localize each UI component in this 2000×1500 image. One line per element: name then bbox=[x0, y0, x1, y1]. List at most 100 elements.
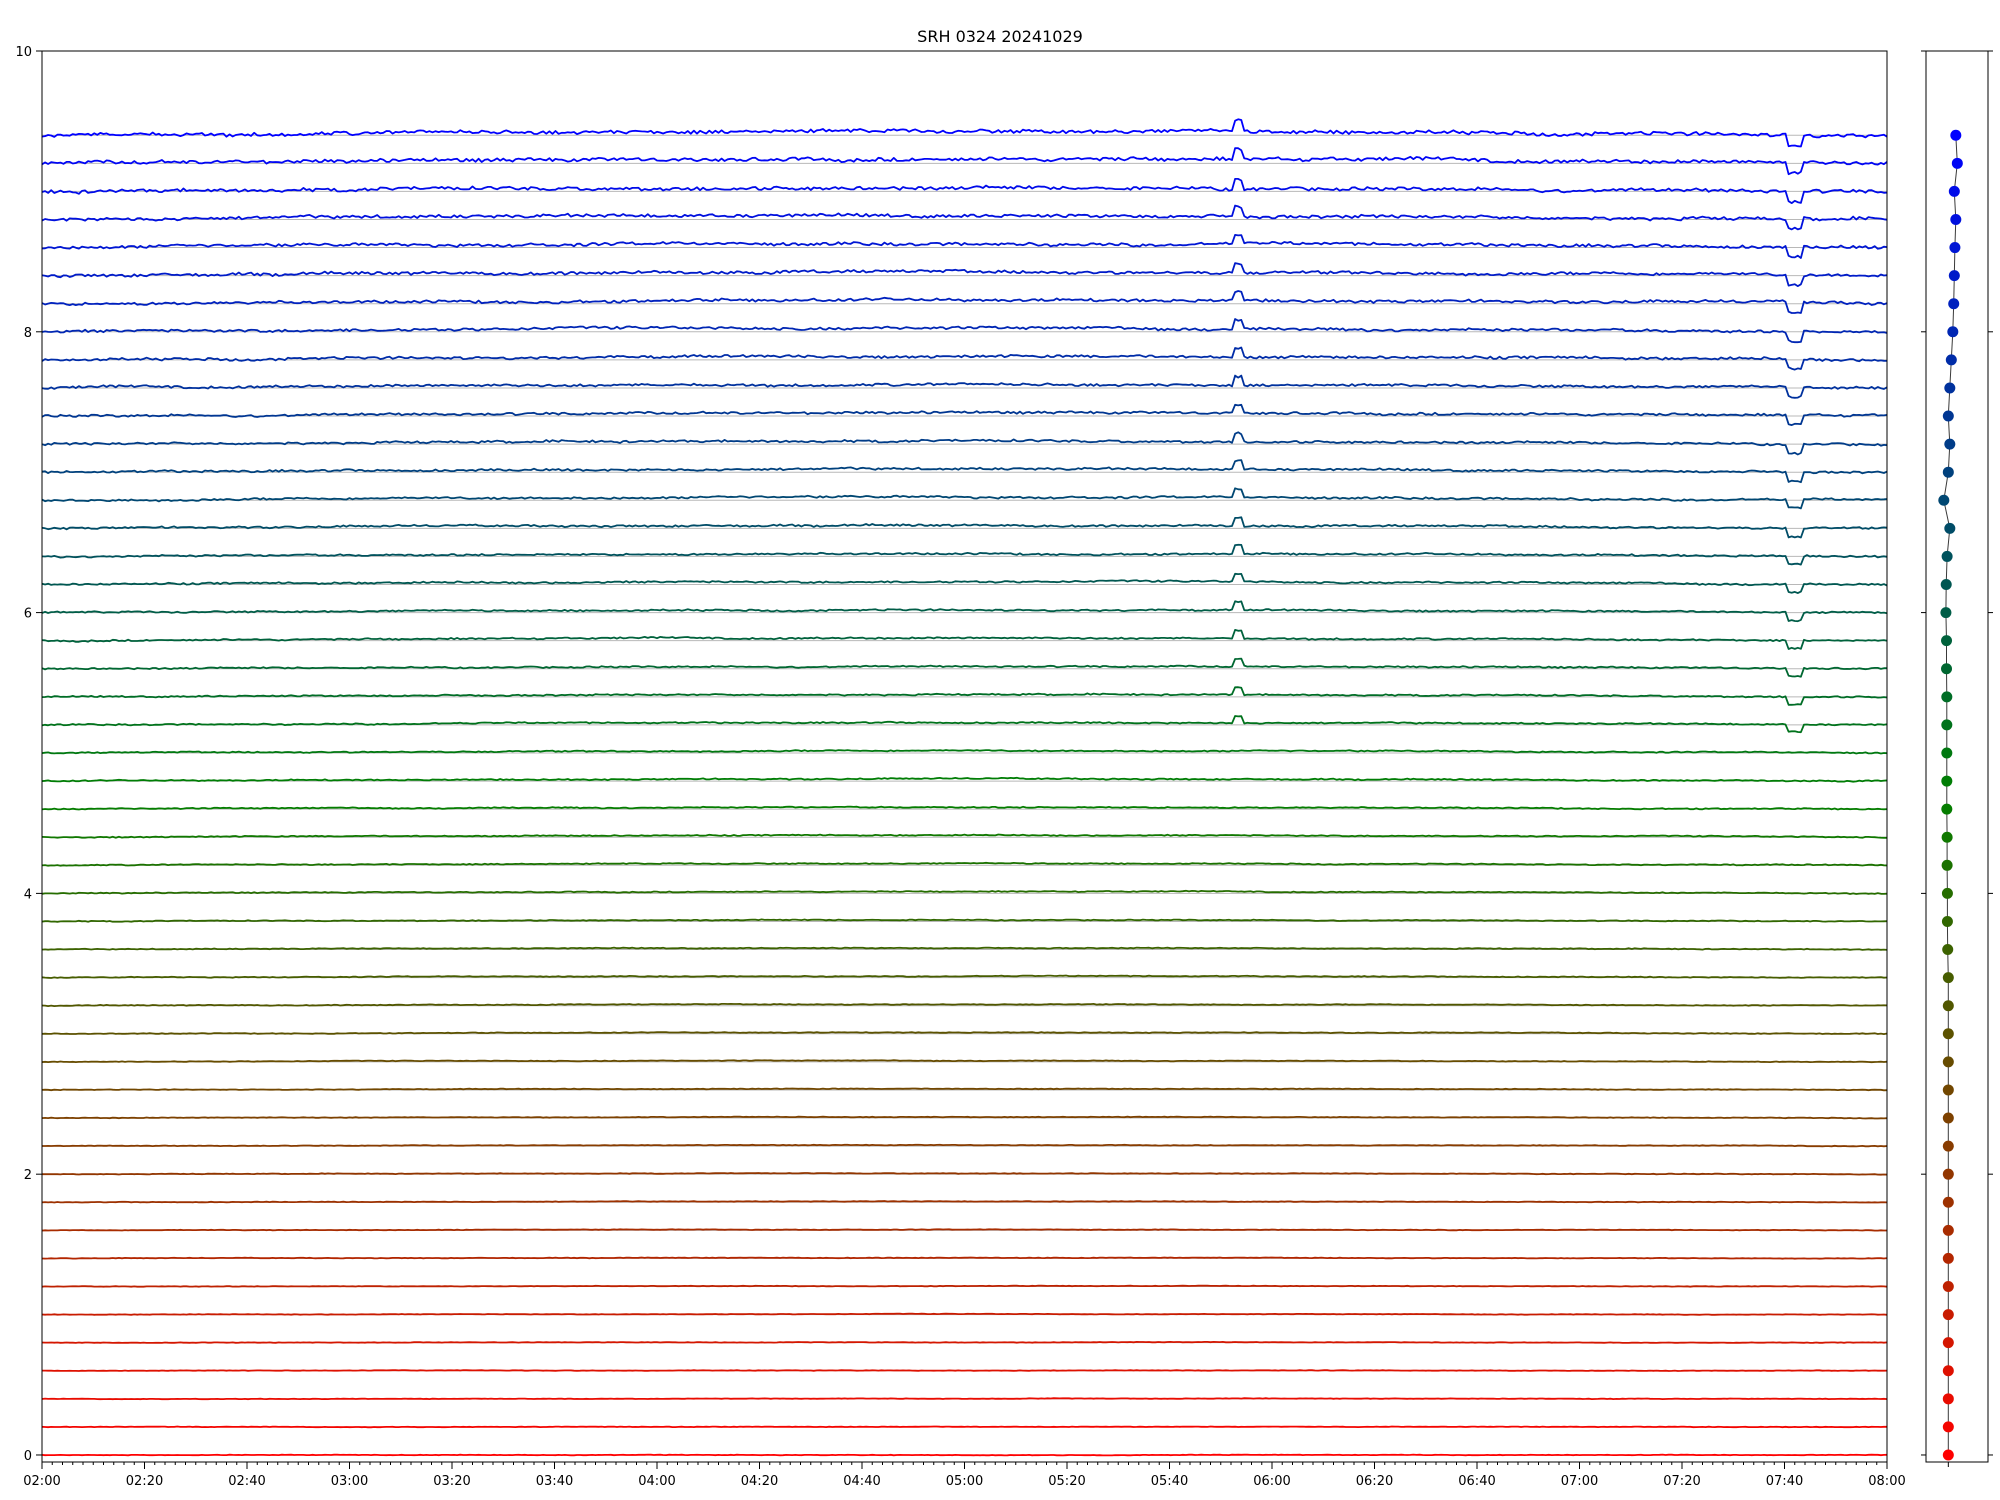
side-point bbox=[1938, 494, 1950, 506]
side-point bbox=[1942, 1252, 1954, 1264]
side-point bbox=[1951, 157, 1963, 169]
side-point bbox=[1942, 1168, 1954, 1180]
series-trace bbox=[41, 657, 1887, 678]
series-trace bbox=[41, 487, 1888, 510]
side-point bbox=[1942, 1112, 1954, 1124]
side-point bbox=[1942, 1449, 1954, 1461]
x-tick-label: 02:00 bbox=[23, 1474, 60, 1489]
side-point bbox=[1941, 719, 1953, 731]
x-tick-label: 03:20 bbox=[433, 1474, 470, 1489]
series-trace bbox=[41, 374, 1888, 399]
series-trace bbox=[41, 1341, 1888, 1344]
side-point bbox=[1942, 1309, 1954, 1321]
series-trace bbox=[41, 1087, 1888, 1092]
side-point bbox=[1941, 635, 1953, 647]
side-point bbox=[1941, 887, 1953, 899]
side-point bbox=[1940, 579, 1952, 591]
side-plot-frame bbox=[1925, 50, 1989, 1463]
y-tick-label: 4 bbox=[24, 887, 32, 902]
y-tick-label: 8 bbox=[24, 326, 32, 341]
side-point bbox=[1950, 129, 1962, 141]
side-point bbox=[1942, 1421, 1954, 1433]
side-point bbox=[1942, 1337, 1954, 1349]
series-trace bbox=[41, 118, 1888, 148]
series-trace bbox=[41, 1312, 1888, 1316]
series-trace bbox=[41, 1003, 1888, 1007]
series-trace bbox=[41, 459, 1888, 484]
y-tick-label: 10 bbox=[15, 45, 32, 60]
x-tick-label: 04:40 bbox=[843, 1474, 880, 1489]
side-point bbox=[1941, 831, 1953, 843]
side-point bbox=[1942, 972, 1954, 984]
side-point bbox=[1942, 944, 1954, 956]
side-point bbox=[1950, 213, 1962, 225]
side-plot-panel bbox=[1921, 50, 1993, 1467]
side-point bbox=[1942, 1393, 1954, 1405]
main-plot-panel: 02:00 02:20 02:40 03:00 03:20 03:40 04:00 04:20… bbox=[15, 45, 1905, 1489]
x-tick-label: 04:20 bbox=[741, 1474, 778, 1489]
side-point bbox=[1942, 1000, 1954, 1012]
series-trace bbox=[41, 918, 1888, 923]
series-trace bbox=[41, 233, 1888, 259]
x-tick-label: 04:00 bbox=[638, 1474, 675, 1489]
side-point bbox=[1949, 242, 1961, 254]
y-tick-label: 2 bbox=[24, 1168, 32, 1183]
side-point bbox=[1941, 550, 1953, 562]
x-tick-label: 06:40 bbox=[1458, 1474, 1495, 1489]
y-tick-label: 0 bbox=[24, 1449, 32, 1464]
x-tick-label: 07:40 bbox=[1766, 1474, 1803, 1489]
x-tick-label: 02:20 bbox=[126, 1474, 163, 1489]
series-trace bbox=[41, 715, 1888, 734]
x-tick-label: 03:40 bbox=[536, 1474, 573, 1489]
side-point bbox=[1942, 410, 1954, 422]
series-trace bbox=[41, 600, 1888, 623]
x-tick-label: 05:40 bbox=[1151, 1474, 1188, 1489]
x-tick-label: 07:20 bbox=[1663, 1474, 1700, 1489]
side-point bbox=[1941, 859, 1953, 871]
series-trace bbox=[41, 1397, 1888, 1401]
side-point bbox=[1941, 775, 1953, 787]
side-point bbox=[1942, 1365, 1954, 1377]
series-trace bbox=[41, 1256, 1888, 1260]
series-trace bbox=[41, 805, 1888, 811]
side-point bbox=[1942, 1224, 1954, 1236]
x-tick-label: 02:40 bbox=[228, 1474, 265, 1489]
chart-title: SRH 0324 20241029 bbox=[917, 27, 1083, 46]
side-point bbox=[1948, 298, 1960, 310]
side-point bbox=[1942, 1140, 1954, 1152]
series-trace bbox=[41, 686, 1888, 706]
series-trace bbox=[41, 974, 1888, 979]
series-trace bbox=[41, 403, 1888, 427]
series-trace bbox=[41, 1031, 1888, 1035]
side-point bbox=[1944, 522, 1956, 534]
series-trace bbox=[41, 1172, 1888, 1176]
side-point bbox=[1942, 1084, 1954, 1096]
side-point bbox=[1944, 438, 1956, 450]
series-trace bbox=[41, 572, 1888, 594]
series-trace bbox=[41, 833, 1887, 839]
series-trace bbox=[41, 516, 1888, 539]
series-trace bbox=[41, 889, 1888, 895]
side-point bbox=[1947, 326, 1959, 338]
side-point bbox=[1942, 1196, 1954, 1208]
side-point bbox=[1941, 915, 1953, 927]
series-trace bbox=[41, 204, 1888, 231]
x-tick-label: 07:00 bbox=[1561, 1474, 1598, 1489]
series-trace bbox=[42, 1143, 1888, 1148]
side-point bbox=[1941, 747, 1953, 759]
side-point bbox=[1941, 691, 1953, 703]
x-tick-label: 06:00 bbox=[1253, 1474, 1290, 1489]
main-plot-frame bbox=[41, 50, 1888, 1463]
series-trace bbox=[41, 776, 1888, 783]
series-trace bbox=[41, 262, 1888, 288]
side-point bbox=[1948, 185, 1960, 197]
series-trace bbox=[41, 177, 1888, 205]
series-trace bbox=[41, 147, 1888, 176]
series-trace bbox=[41, 290, 1888, 314]
side-point bbox=[1942, 1056, 1954, 1068]
series-trace bbox=[41, 318, 1888, 344]
y-tick-label: 6 bbox=[24, 607, 32, 622]
series-trace bbox=[41, 1425, 1887, 1429]
series-trace bbox=[41, 543, 1888, 566]
